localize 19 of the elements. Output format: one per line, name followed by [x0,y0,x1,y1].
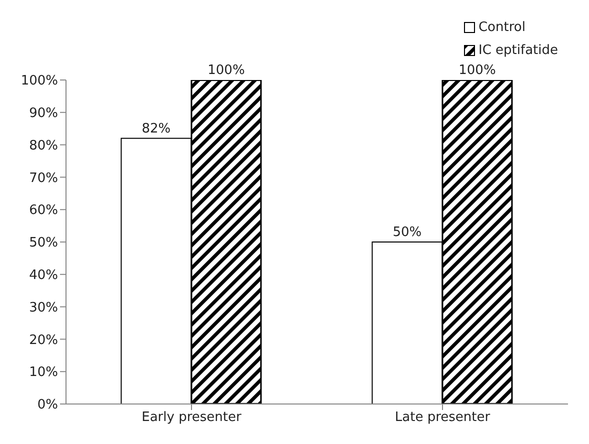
legend-label: Control [478,20,526,35]
y-tick-label: 50% [29,236,58,251]
legend-label: IC eptifatide [478,43,558,58]
y-tick-label: 70% [29,170,58,186]
data-label: 82% [142,121,171,136]
y-tick-label: 80% [29,138,58,154]
y-tick-label: 10% [29,365,58,380]
y-tick-label: 20% [29,332,58,348]
y-tick-label: 40% [29,268,58,284]
y-tick-label: 30% [29,300,58,316]
y-tick-label: 0% [37,398,58,413]
data-label: 100% [208,63,245,78]
data-label: 100% [458,63,496,78]
x-tick-label: Early presenter [142,410,242,426]
y-tick-label: 100% [20,74,58,89]
y-tick-label: 60% [29,203,58,218]
x-tick-label: Late presenter [394,410,491,426]
y-tick-label: 90% [29,106,58,122]
data-label: 50% [392,225,422,240]
